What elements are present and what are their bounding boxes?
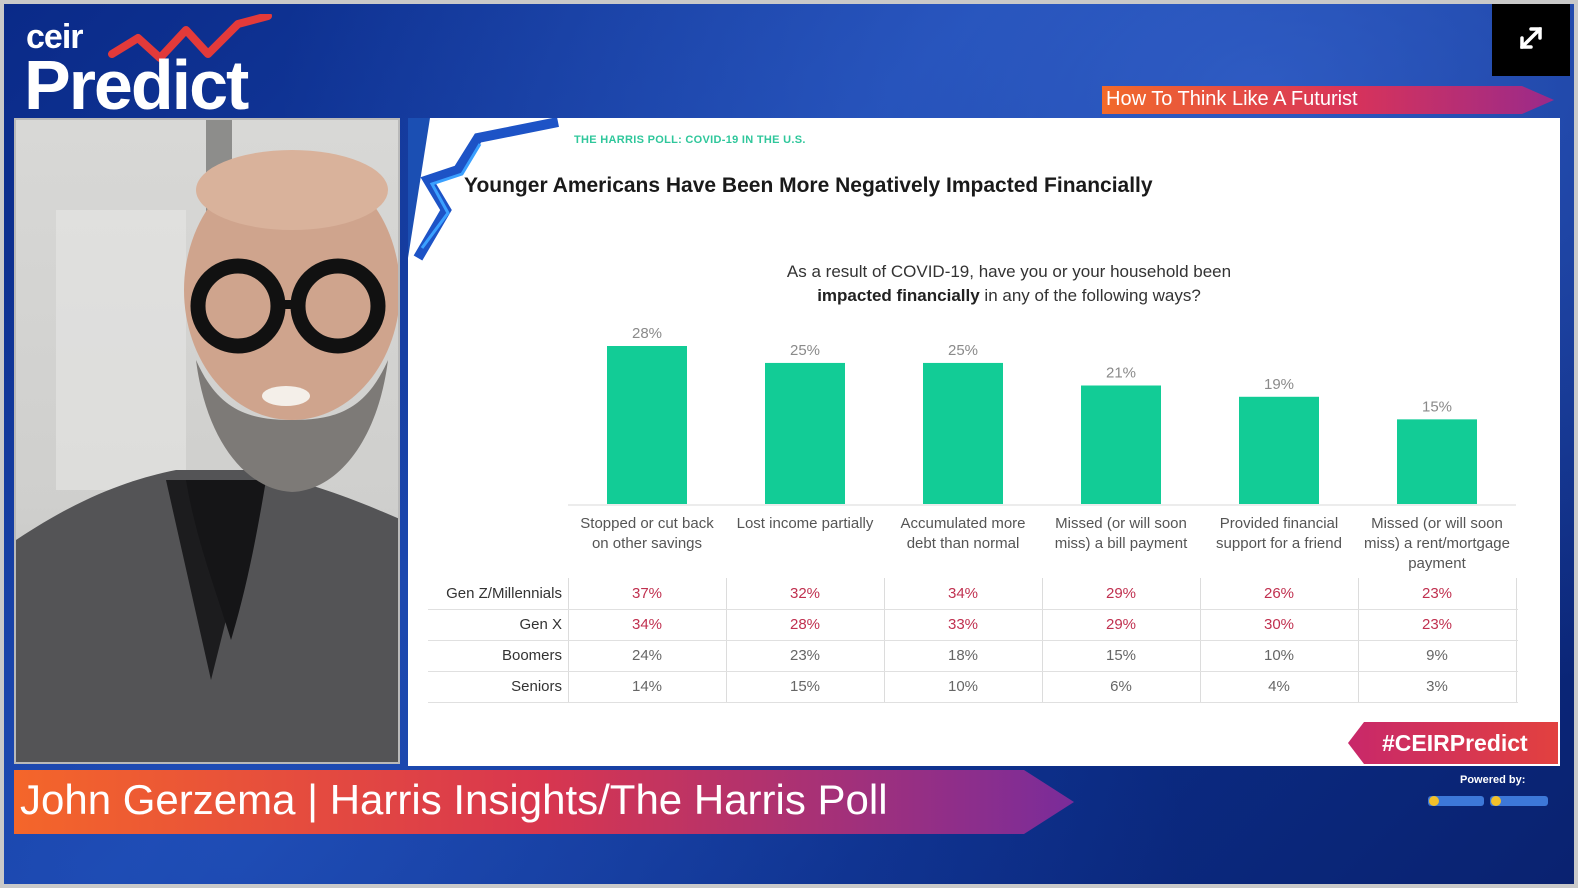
- hashtag-badge: #CEIRPredict: [1348, 722, 1558, 764]
- table-cell: 6%: [1110, 678, 1132, 695]
- bar-3: [923, 362, 1003, 504]
- bar-value-label-1: 28%: [632, 325, 662, 342]
- bar-2: [765, 362, 845, 504]
- table-cell: 26%: [1263, 585, 1295, 602]
- bar-4: [1081, 385, 1161, 504]
- table-cell: 18%: [947, 647, 979, 664]
- table-cell: 10%: [1263, 647, 1295, 664]
- table-row: Boomers 24% 23% 18% 15% 10% 9%: [428, 640, 1518, 672]
- question-part2: in any of the following ways?: [979, 286, 1201, 305]
- question-bold: impacted financially: [817, 286, 980, 305]
- generation-label: Seniors: [511, 678, 562, 695]
- table-cell: 29%: [1105, 616, 1137, 633]
- generation-label: Gen X: [519, 616, 562, 633]
- table-cell: 3%: [1426, 678, 1448, 695]
- bar-6: [1397, 419, 1477, 504]
- table-cell: 29%: [1105, 585, 1137, 602]
- slide-source-label: THE HARRIS POLL: COVID-19 IN THE U.S.: [574, 134, 806, 146]
- powered-by-label: Powered by:: [1460, 774, 1526, 786]
- bar-1: [607, 346, 687, 504]
- survey-question: As a result of COVID-19, have you or you…: [758, 260, 1260, 308]
- table-cell: 4%: [1268, 678, 1290, 695]
- table-row: Gen X 34% 28% 33% 29% 30% 23%: [428, 609, 1518, 641]
- table-cell: 23%: [1421, 616, 1453, 633]
- table-cell: 9%: [1426, 647, 1448, 664]
- generation-label: Gen Z/Millennials: [446, 585, 562, 602]
- table-cell: 24%: [631, 647, 663, 664]
- bar-value-label-4: 21%: [1106, 365, 1136, 382]
- powered-by: Powered by:: [1428, 774, 1552, 816]
- table-cell: 23%: [789, 647, 821, 664]
- bar-chart: 28% 25% 25% 21% 19% 15%: [568, 325, 1516, 506]
- session-title: How To Think Like A Futurist: [1106, 88, 1358, 110]
- expand-icon: [1520, 27, 1542, 49]
- table-cell: 15%: [1105, 647, 1137, 664]
- bar-5: [1239, 396, 1319, 504]
- generation-label: Boomers: [501, 647, 562, 664]
- table-cell: 10%: [947, 678, 979, 695]
- presentation-slide: THE HARRIS POLL: COVID-19 IN THE U.S. Yo…: [408, 118, 1560, 766]
- bar-value-label-2: 25%: [790, 342, 820, 359]
- speaker-video: [14, 118, 400, 764]
- table-cell: 37%: [631, 585, 663, 602]
- category-label-2: Lost income partially: [736, 515, 874, 532]
- speaker-name-banner: John Gerzema | Harris Insights/The Harri…: [14, 770, 1074, 834]
- speaker-name: John Gerzema | Harris Insights/The Harri…: [20, 776, 888, 823]
- fullscreen-button[interactable]: [1492, 0, 1570, 76]
- category-label-6: Missed (or will soon miss) a rent/mortga…: [1364, 515, 1510, 572]
- table-cell: 15%: [789, 678, 821, 695]
- category-label-3: Accumulated more debt than normal: [900, 515, 1026, 552]
- logo-small-text: ceir: [26, 18, 83, 56]
- logo-zigzag-icon: [108, 14, 272, 62]
- bar-value-label-3: 25%: [948, 342, 978, 359]
- table-cell: 33%: [947, 616, 979, 633]
- table-cell: 32%: [789, 585, 821, 602]
- table-row: Seniors 14% 15% 10% 6% 4% 3%: [428, 671, 1518, 703]
- table-cell: 34%: [947, 585, 979, 602]
- table-cell: 30%: [1263, 616, 1295, 633]
- slide-corner-decoration: [408, 118, 559, 261]
- table-cell: 23%: [1421, 585, 1453, 602]
- hashtag-text: #CEIRPredict: [1382, 730, 1528, 756]
- table-row: Gen Z/Millennials 37% 32% 34% 29% 26% 23%: [428, 578, 1518, 610]
- table-cell: 28%: [789, 616, 821, 633]
- logo-big-text: Predict: [24, 46, 249, 124]
- ceir-predict-logo: ceir Predict: [24, 14, 304, 120]
- session-title-banner: How To Think Like A Futurist: [1102, 86, 1554, 114]
- table-cell: 34%: [631, 616, 663, 633]
- category-label-1: Stopped or cut back on other savings: [580, 515, 714, 552]
- bar-value-label-6: 15%: [1422, 398, 1452, 415]
- speaker-video-frame: [16, 120, 398, 762]
- sponsor-logos: [1428, 796, 1548, 806]
- category-label-4: Missed (or will soon miss) a bill paymen…: [1054, 515, 1188, 552]
- bar-value-label-5: 19%: [1264, 376, 1294, 393]
- slide-title: Younger Americans Have Been More Negativ…: [464, 174, 1153, 197]
- question-part1: As a result of COVID-19, have you or you…: [786, 262, 1232, 281]
- category-label-5: Provided financial support for a friend: [1216, 515, 1342, 552]
- table-cell: 14%: [631, 678, 663, 695]
